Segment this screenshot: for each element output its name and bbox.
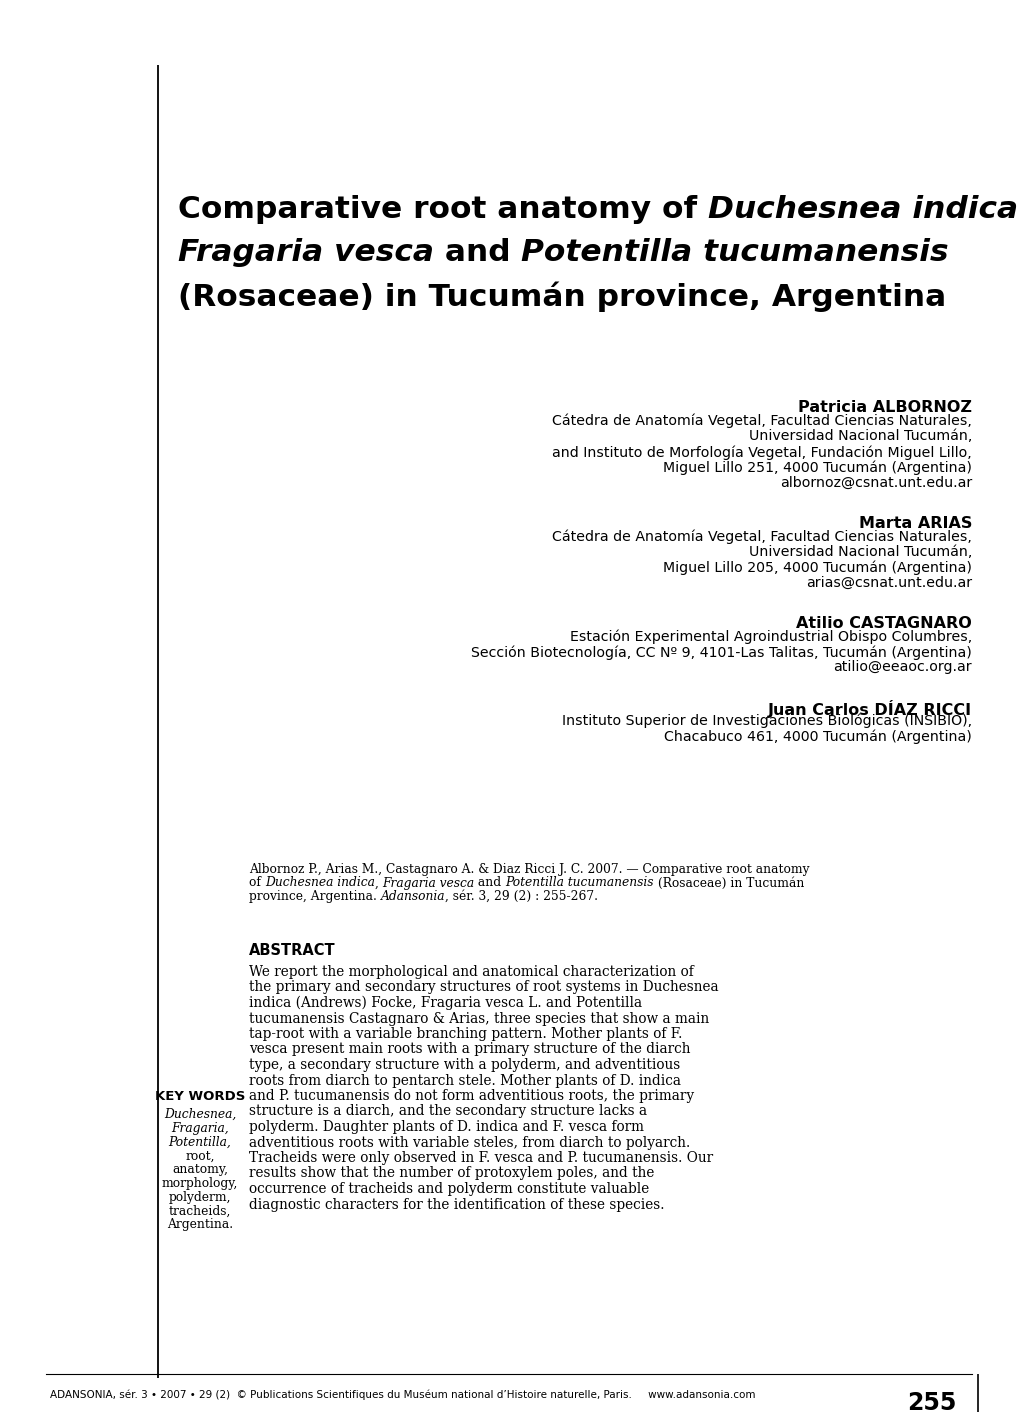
Text: adventitious roots with variable steles, from diarch to polyarch.: adventitious roots with variable steles,… xyxy=(249,1136,690,1150)
Text: vesca present main roots with a primary structure of the diarch: vesca present main roots with a primary … xyxy=(249,1043,690,1056)
Text: morphology,: morphology, xyxy=(162,1177,238,1190)
Text: ABSTRACT: ABSTRACT xyxy=(249,943,335,958)
Text: Juan Carlos DÍAZ RICCI: Juan Carlos DÍAZ RICCI xyxy=(767,701,971,718)
Text: Atilio CASTAGNARO: Atilio CASTAGNARO xyxy=(796,615,971,631)
Text: Potentilla,: Potentilla, xyxy=(168,1136,231,1149)
Text: ,: , xyxy=(1017,195,1019,224)
Text: Miguel Lillo 251, 4000 Tucumán (Argentina): Miguel Lillo 251, 4000 Tucumán (Argentin… xyxy=(662,461,971,475)
Text: type, a secondary structure with a polyderm, and adventitious: type, a secondary structure with a polyd… xyxy=(249,1057,680,1072)
Text: ,: , xyxy=(374,876,382,889)
Text: Patricia ALBORNOZ: Patricia ALBORNOZ xyxy=(797,400,971,415)
Text: Comparative root anatomy of: Comparative root anatomy of xyxy=(178,195,707,224)
Text: Universidad Nacional Tucumán,: Universidad Nacional Tucumán, xyxy=(748,545,971,559)
Text: polyderm,: polyderm, xyxy=(168,1190,231,1204)
Text: (Rosaceae) in Tucumán province, Argentina: (Rosaceae) in Tucumán province, Argentin… xyxy=(178,281,946,311)
Text: Cátedra de Anatomía Vegetal, Facultad Ciencias Naturales,: Cátedra de Anatomía Vegetal, Facultad Ci… xyxy=(551,414,971,428)
Text: tap-root with a variable branching pattern. Mother plants of F.: tap-root with a variable branching patte… xyxy=(249,1027,682,1042)
Text: arias@csnat.unt.edu.ar: arias@csnat.unt.edu.ar xyxy=(805,577,971,589)
Text: , sér. 3, 29 (2) : 255-267.: , sér. 3, 29 (2) : 255-267. xyxy=(445,890,598,903)
Text: Universidad Nacional Tucumán,: Universidad Nacional Tucumán, xyxy=(748,430,971,444)
Text: Argentina.: Argentina. xyxy=(167,1219,232,1232)
Text: tracheids,: tracheids, xyxy=(169,1204,231,1217)
Text: Sección Biotecnología, CC Nº 9, 4101-Las Talitas, Tucumán (Argentina): Sección Biotecnología, CC Nº 9, 4101-Las… xyxy=(471,645,971,659)
Text: tucumanensis Castagnaro & Arias, three species that show a main: tucumanensis Castagnaro & Arias, three s… xyxy=(249,1012,708,1026)
Text: Duchesnea indica: Duchesnea indica xyxy=(265,876,374,889)
Text: We report the morphological and anatomical characterization of: We report the morphological and anatomic… xyxy=(249,965,693,979)
Text: Adansonia: Adansonia xyxy=(380,890,445,903)
Text: Chacabuco 461, 4000 Tucumán (Argentina): Chacabuco 461, 4000 Tucumán (Argentina) xyxy=(663,729,971,743)
Text: KEY WORDS: KEY WORDS xyxy=(155,1090,245,1103)
Text: indica (Andrews) Focke, Fragaria vesca L. and Potentilla: indica (Andrews) Focke, Fragaria vesca L… xyxy=(249,996,642,1010)
Text: Potentilla tucumanensis: Potentilla tucumanensis xyxy=(521,238,949,267)
Text: Marta ARIAS: Marta ARIAS xyxy=(858,515,971,531)
Text: Tracheids were only observed in F. vesca and P. tucumanensis. Our: Tracheids were only observed in F. vesca… xyxy=(249,1152,712,1164)
Text: roots from diarch to pentarch stele. Mother plants of D. indica: roots from diarch to pentarch stele. Mot… xyxy=(249,1073,681,1087)
Text: Fragaria vesca: Fragaria vesca xyxy=(178,238,433,267)
Text: Miguel Lillo 205, 4000 Tucumán (Argentina): Miguel Lillo 205, 4000 Tucumán (Argentin… xyxy=(662,561,971,575)
Text: diagnostic characters for the identification of these species.: diagnostic characters for the identifica… xyxy=(249,1197,663,1212)
Text: Estación Experimental Agroindustrial Obispo Columbres,: Estación Experimental Agroindustrial Obi… xyxy=(570,629,971,644)
Text: Cátedra de Anatomía Vegetal, Facultad Ciencias Naturales,: Cátedra de Anatomía Vegetal, Facultad Ci… xyxy=(551,529,971,544)
Text: 255: 255 xyxy=(907,1391,956,1416)
Text: of: of xyxy=(249,876,265,889)
Text: structure is a diarch, and the secondary structure lacks a: structure is a diarch, and the secondary… xyxy=(249,1104,646,1119)
Text: Fragaria vesca: Fragaria vesca xyxy=(382,876,474,889)
Text: Potentilla tucumanensis: Potentilla tucumanensis xyxy=(505,876,653,889)
Text: and P. tucumanensis do not form adventitious roots, the primary: and P. tucumanensis do not form adventit… xyxy=(249,1089,694,1103)
Text: and Instituto de Morfología Vegetal, Fundación Miguel Lillo,: and Instituto de Morfología Vegetal, Fun… xyxy=(551,445,971,459)
Text: Duchesnea,: Duchesnea, xyxy=(164,1107,235,1122)
Text: the primary and secondary structures of root systems in Duchesnea: the primary and secondary structures of … xyxy=(249,980,718,995)
Text: province, Argentina.: province, Argentina. xyxy=(249,890,380,903)
Text: polyderm. Daughter plants of D. indica and F. vesca form: polyderm. Daughter plants of D. indica a… xyxy=(249,1120,643,1134)
Text: albornoz@csnat.unt.edu.ar: albornoz@csnat.unt.edu.ar xyxy=(779,477,971,489)
Text: occurrence of tracheids and polyderm constitute valuable: occurrence of tracheids and polyderm con… xyxy=(249,1182,649,1196)
Text: Fragaria,: Fragaria, xyxy=(171,1122,228,1134)
Text: root,: root, xyxy=(185,1149,215,1163)
Text: anatomy,: anatomy, xyxy=(172,1163,228,1176)
Text: Duchesnea indica: Duchesnea indica xyxy=(707,195,1017,224)
Text: atilio@eeaoc.org.ar: atilio@eeaoc.org.ar xyxy=(833,661,971,675)
Text: and: and xyxy=(433,238,521,267)
Text: Instituto Superior de Investigaciones Biológicas (INSIBIO),: Instituto Superior de Investigaciones Bi… xyxy=(561,714,971,729)
Text: results show that the number of protoxylem poles, and the: results show that the number of protoxyl… xyxy=(249,1166,654,1180)
Text: (Rosaceae) in Tucumán: (Rosaceae) in Tucumán xyxy=(653,876,804,889)
Text: Albornoz P., Arias M., Castagnaro A. & Diaz Ricci J. C. 2007. — Comparative root: Albornoz P., Arias M., Castagnaro A. & D… xyxy=(249,863,809,876)
Text: and: and xyxy=(474,876,505,889)
Text: ADANSONIA, sér. 3 • 2007 • 29 (2)  © Publications Scientifiques du Muséum nation: ADANSONIA, sér. 3 • 2007 • 29 (2) © Publ… xyxy=(50,1390,755,1400)
